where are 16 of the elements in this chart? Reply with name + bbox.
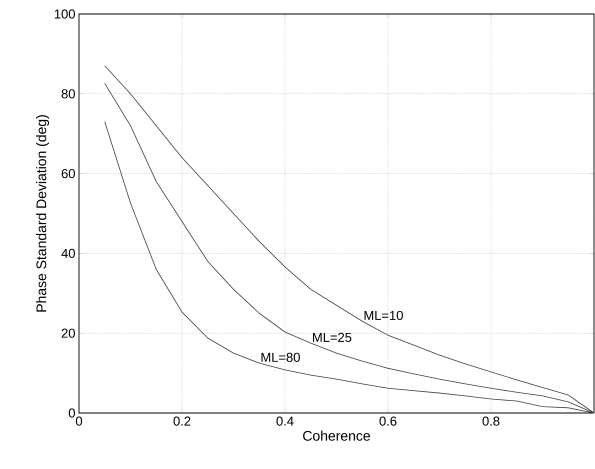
- y-tick-label: 40: [61, 248, 75, 258]
- y-tick-label: 80: [62, 89, 75, 98]
- x-tick-label: 0.2: [174, 416, 190, 426]
- y-axis-title: Phase Standard Deviation (deg): [36, 115, 50, 312]
- x-tick-label: 0.4: [276, 416, 294, 426]
- y-tick-label: 100: [54, 9, 75, 19]
- series-label: ML=10: [364, 310, 403, 320]
- x-tick-label: 0.6: [380, 416, 396, 426]
- series-label: ML=25: [313, 332, 352, 342]
- y-tick-label: 20: [62, 328, 75, 338]
- y-tick-label: 0: [68, 408, 75, 418]
- series-label: ML=80: [262, 352, 300, 362]
- x-tick-label: 0: [76, 416, 82, 426]
- x-axis-title: Coherence: [303, 430, 370, 441]
- y-tick-label: 60: [62, 169, 75, 178]
- x-tick-label: 0.8: [482, 416, 500, 426]
